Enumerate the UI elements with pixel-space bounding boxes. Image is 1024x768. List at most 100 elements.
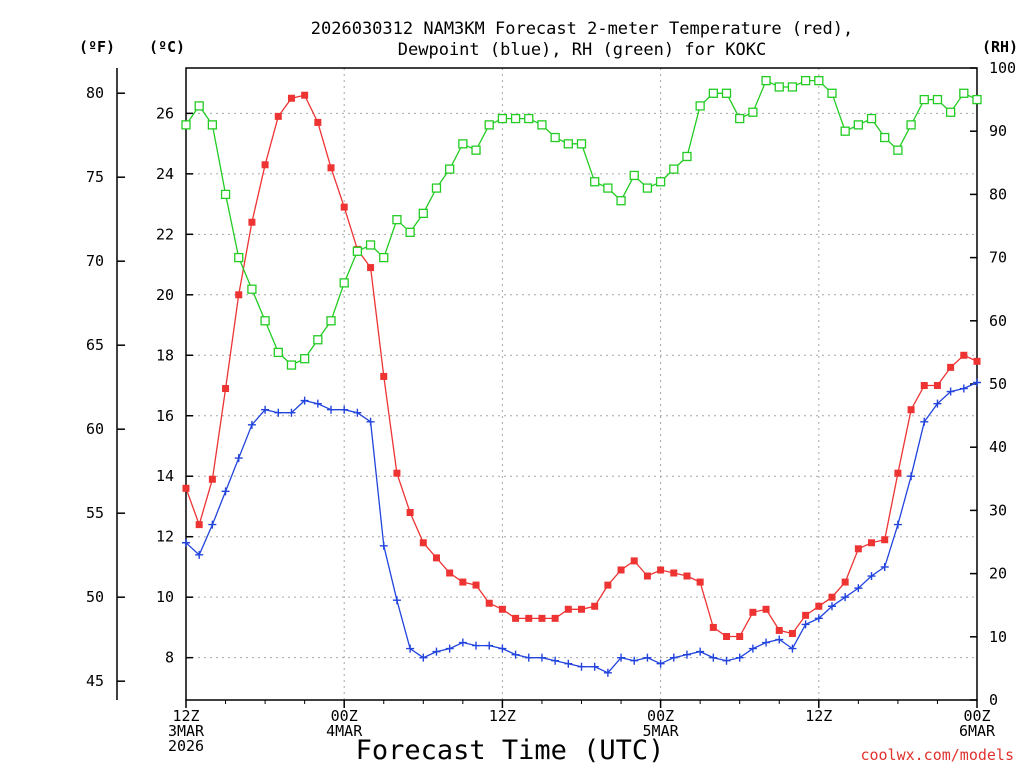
dewpoint-point-48 <box>814 614 823 623</box>
dewpoint-point-31 <box>590 662 599 671</box>
rh-point-2 <box>207 120 218 130</box>
temperature-point-56 <box>920 382 928 390</box>
temperature-point-23 <box>485 599 493 607</box>
dewpoint-point-11 <box>327 405 336 414</box>
temperature-line <box>185 94 978 638</box>
dewpoint-point-50 <box>841 593 850 602</box>
rh-point-24 <box>497 113 508 124</box>
temperature-point-39 <box>696 578 704 586</box>
dewpoint-point-35 <box>643 653 652 662</box>
tick-label-rh-50: 50 <box>989 375 1007 393</box>
rh-point-11 <box>326 316 336 326</box>
plot-frame <box>185 67 978 701</box>
temperature-point-34 <box>630 557 638 565</box>
tick-label-fahrenheit-55: 55 <box>86 504 104 522</box>
temperature-point-7 <box>274 112 282 120</box>
tick-label-rh-10: 10 <box>989 628 1007 646</box>
tick-label-celsius-8: 8 <box>165 649 174 667</box>
tick-label-rh-20: 20 <box>989 565 1007 583</box>
dewpoint-point-54 <box>893 520 902 529</box>
tick-label-rh-90: 90 <box>989 122 1007 140</box>
temperature-point-22 <box>472 581 480 589</box>
dewpoint-point-24 <box>498 644 507 653</box>
rh-point-22 <box>471 145 481 155</box>
rh-point-29 <box>563 139 573 149</box>
tick-label-x-0-line-3: 2026 <box>168 737 204 755</box>
temperature-point-8 <box>287 94 295 102</box>
temperature-point-4 <box>235 291 243 299</box>
temperature-point-47 <box>802 611 810 619</box>
temperature-point-29 <box>564 605 572 613</box>
dewpoint-line <box>185 381 978 674</box>
temperature-point-11 <box>327 164 335 172</box>
tick-label-fahrenheit-70: 70 <box>86 252 104 270</box>
dewpoint-point-18 <box>419 653 428 662</box>
dewpoint-point-22 <box>472 641 481 650</box>
rh-point-6 <box>260 316 270 326</box>
rh-point-55 <box>906 120 916 130</box>
rh-point-7 <box>273 347 283 358</box>
rh-point-57 <box>932 94 943 105</box>
dewpoint-point-46 <box>788 644 797 653</box>
dewpoint-point-20 <box>445 644 454 653</box>
rh-point-47 <box>800 75 811 86</box>
dewpoint-point-36 <box>656 659 665 668</box>
dewpoint-point-43 <box>748 644 757 653</box>
tick-label-fahrenheit-45: 45 <box>86 672 104 690</box>
rh-point-5 <box>247 284 257 294</box>
rh-point-25 <box>510 113 521 124</box>
temperature-point-55 <box>907 406 915 414</box>
temperature-point-0 <box>182 484 190 492</box>
dewpoint-point-19 <box>432 647 441 656</box>
temperature-point-50 <box>841 578 849 586</box>
dewpoint-point-37 <box>669 653 678 662</box>
temperature-point-46 <box>788 629 796 637</box>
credit-text: coolwx.com/models <box>860 746 1014 764</box>
tick-label-rh-80: 80 <box>989 185 1007 203</box>
tick-label-celsius-14: 14 <box>156 467 174 485</box>
dewpoint-point-52 <box>867 572 876 581</box>
dewpoint-point-60 <box>973 378 981 387</box>
rh-point-44 <box>761 75 771 86</box>
rh-point-42 <box>735 113 745 124</box>
rh-point-36 <box>655 177 666 187</box>
chart-title-line-1: 2026030312 NAM3KM Forecast 2-meter Tempe… <box>311 19 853 39</box>
temperature-point-52 <box>868 539 876 547</box>
rh-point-50 <box>840 126 850 136</box>
tick-label-fahrenheit-60: 60 <box>86 420 104 438</box>
rh-point-41 <box>721 88 732 98</box>
tick-label-x-36-line-1: 00Z <box>647 707 674 725</box>
tick-label-x-12-line-2: 4MAR <box>326 722 363 740</box>
dewpoint-point-56 <box>920 417 929 426</box>
dewpoint-point-57 <box>933 399 942 408</box>
tick-label-fahrenheit-50: 50 <box>86 588 104 606</box>
dewpoint-point-45 <box>775 635 784 644</box>
rh-series <box>181 75 982 370</box>
tick-label-x-60-line-1: 00Z <box>963 707 990 725</box>
temperature-point-59 <box>960 351 968 359</box>
dewpoint-point-55 <box>907 472 916 481</box>
tick-label-x-24-line-1: 12Z <box>489 707 516 725</box>
temperature-point-18 <box>419 539 427 547</box>
tick-label-x-36-line-2: 5MAR <box>643 722 680 740</box>
dewpoint-point-28 <box>551 656 560 665</box>
dewpoint-point-59 <box>959 384 968 393</box>
temperature-point-30 <box>578 605 585 613</box>
rh-point-1 <box>194 101 204 111</box>
temperature-point-5 <box>248 218 256 226</box>
temperature-point-58 <box>947 363 955 371</box>
tick-label-celsius-20: 20 <box>156 286 174 304</box>
temperature-point-44 <box>762 605 770 613</box>
rh-point-16 <box>392 215 402 225</box>
dewpoint-point-13 <box>353 408 362 417</box>
dewpoint-point-51 <box>854 584 863 593</box>
rh-point-23 <box>484 120 494 130</box>
dewpoint-point-17 <box>406 644 415 653</box>
temperature-point-54 <box>894 469 902 477</box>
tick-label-celsius-22: 22 <box>156 225 174 243</box>
x-axis-title: Forecast Time (UTC) <box>356 735 665 766</box>
tick-label-celsius-18: 18 <box>156 346 174 364</box>
tick-label-rh-40: 40 <box>989 438 1007 456</box>
temperature-point-6 <box>261 161 269 169</box>
tick-labels: 45 50 55 60 65 70 75 80 8 10 12 14 16 18 20 22 24 26 0 10 20… <box>86 59 1016 755</box>
